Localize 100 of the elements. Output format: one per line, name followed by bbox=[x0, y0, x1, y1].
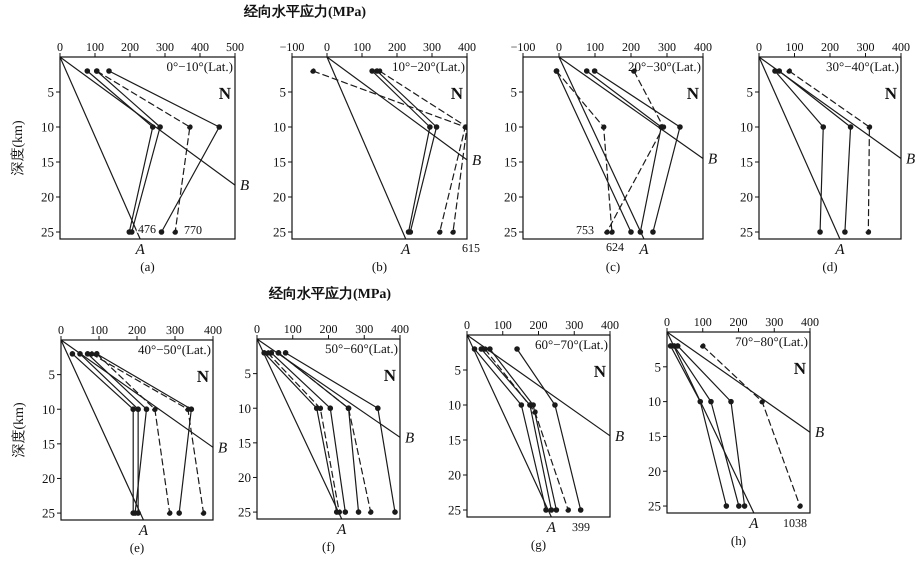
y-tick-label: 10 bbox=[448, 398, 461, 413]
text: (c) bbox=[606, 259, 620, 274]
text: (g) bbox=[530, 537, 546, 552]
text: 624 bbox=[606, 240, 624, 254]
y-tick-label: 10 bbox=[648, 394, 661, 410]
y-tick-label: 20 bbox=[448, 468, 461, 483]
y-tick-label: 10 bbox=[238, 400, 251, 416]
x-tick-label: 400 bbox=[204, 323, 222, 337]
y-tick-label: 5 bbox=[510, 84, 517, 100]
x-tick-label: 400 bbox=[694, 40, 712, 54]
x-tick-label: 0 bbox=[464, 318, 470, 332]
x-tick-label: 300 bbox=[658, 40, 676, 54]
x-tick-label: 100 bbox=[284, 322, 302, 336]
x-tick-label: 400 bbox=[458, 40, 476, 54]
x-tick-label: 100 bbox=[586, 40, 604, 54]
y-tick-label: 25 bbox=[504, 224, 517, 240]
y-tick-label: 25 bbox=[42, 506, 55, 521]
x-tick-label: 300 bbox=[156, 40, 174, 54]
y-tick-label: 20 bbox=[42, 471, 55, 486]
annotation: 20°−30°(Lat.) bbox=[628, 59, 701, 74]
y-axis-title: 深度(km) bbox=[10, 120, 26, 176]
y-tick-label: 5 bbox=[454, 362, 461, 378]
y-tick-label: 15 bbox=[448, 432, 461, 448]
annotation: N bbox=[384, 366, 397, 385]
x-tick-label: 200 bbox=[320, 322, 338, 336]
x-tick-label: 0 bbox=[664, 315, 670, 329]
x-tick-label: 0 bbox=[57, 40, 63, 54]
x-axis-title: 经向水平应力(MPa) bbox=[268, 285, 392, 302]
annotation: 476 bbox=[138, 222, 156, 236]
text: 1038 bbox=[783, 516, 807, 530]
annotation: 60°−70°(Lat.) bbox=[535, 337, 608, 352]
x-tick-label: 400 bbox=[892, 40, 910, 54]
y-tick-label: 5 bbox=[48, 84, 54, 100]
text: (h) bbox=[730, 533, 746, 548]
y-tick-label: 5 bbox=[746, 84, 753, 100]
y-tick-label: 25 bbox=[238, 504, 251, 520]
y-tick-label: 5 bbox=[48, 367, 55, 382]
text: 615 bbox=[462, 241, 480, 255]
series-label: A bbox=[638, 242, 650, 258]
annotation: N bbox=[450, 84, 464, 103]
y-tick-label: 20 bbox=[238, 470, 251, 486]
y-axis-title: 深度(km) bbox=[11, 402, 27, 458]
annotation: 70°−80°(Lat.) bbox=[735, 334, 808, 349]
x-tick-label: 200 bbox=[121, 40, 139, 54]
annotation: 50°−60°(Lat.) bbox=[325, 341, 398, 356]
text: (e) bbox=[130, 540, 144, 555]
x-tick-label: −100 bbox=[510, 40, 536, 54]
x-tick-label: 200 bbox=[622, 40, 640, 54]
x-tick-label: 0 bbox=[756, 40, 762, 54]
x-tick-label: 400 bbox=[801, 315, 819, 329]
x-tick-label: 200 bbox=[388, 40, 406, 54]
annotation: N bbox=[594, 362, 607, 381]
series-label: A bbox=[134, 242, 146, 258]
x-tick-label: 400 bbox=[601, 318, 619, 332]
y-tick-label: 25 bbox=[740, 224, 753, 240]
y-tick-label: 25 bbox=[448, 502, 461, 518]
x-tick-label: 400 bbox=[391, 322, 409, 336]
x-tick-label: 300 bbox=[166, 323, 184, 337]
y-tick-label: 10 bbox=[41, 120, 54, 135]
y-tick-label: 10 bbox=[504, 120, 517, 135]
series-label: A bbox=[336, 522, 348, 538]
annotation: 753 bbox=[576, 223, 594, 237]
x-tick-label: 100 bbox=[353, 40, 371, 54]
annotation: N bbox=[686, 84, 700, 103]
y-tick-label: 5 bbox=[280, 84, 286, 100]
text: (a) bbox=[140, 259, 155, 274]
series-label: A bbox=[546, 520, 557, 536]
x-tick-label: 300 bbox=[423, 40, 441, 54]
series-label: A bbox=[748, 516, 760, 532]
x-tick-label: 200 bbox=[128, 323, 146, 337]
x-tick-label: 300 bbox=[565, 318, 584, 332]
y-tick-label: 25 bbox=[273, 224, 286, 240]
y-tick-label: 20 bbox=[41, 190, 54, 205]
y-tick-label: 20 bbox=[740, 190, 753, 205]
x-tick-label: 300 bbox=[765, 315, 784, 329]
x-tick-label: 400 bbox=[191, 40, 209, 54]
x-tick-label: 0 bbox=[254, 322, 260, 336]
y-tick-label: 15 bbox=[504, 154, 517, 170]
series-label: A bbox=[834, 242, 846, 258]
y-tick-label: 20 bbox=[273, 190, 286, 205]
series-label: B bbox=[708, 152, 718, 168]
text: (f) bbox=[322, 539, 335, 554]
series-label: B bbox=[472, 152, 482, 169]
x-tick-label: 0 bbox=[58, 323, 64, 337]
y-tick-label: 5 bbox=[244, 366, 251, 382]
x-tick-label: 100 bbox=[494, 318, 512, 332]
annotation: 40°−50°(Lat.) bbox=[138, 342, 211, 357]
annotation: 770 bbox=[184, 223, 202, 237]
y-tick-label: 15 bbox=[238, 435, 251, 450]
x-tick-label: 300 bbox=[355, 322, 374, 336]
x-tick-label: 100 bbox=[786, 40, 804, 54]
y-tick-label: 20 bbox=[504, 190, 517, 205]
annotation: N bbox=[794, 359, 807, 378]
x-tick-label: 200 bbox=[821, 40, 839, 54]
y-tick-label: 20 bbox=[648, 464, 661, 479]
series-label: B bbox=[405, 430, 414, 446]
text: 399 bbox=[572, 520, 590, 534]
annotation: 30°−40°(Lat.) bbox=[826, 59, 899, 74]
x-tick-label: 500 bbox=[226, 40, 244, 54]
annotation: 0°−10°(Lat.) bbox=[166, 59, 233, 74]
